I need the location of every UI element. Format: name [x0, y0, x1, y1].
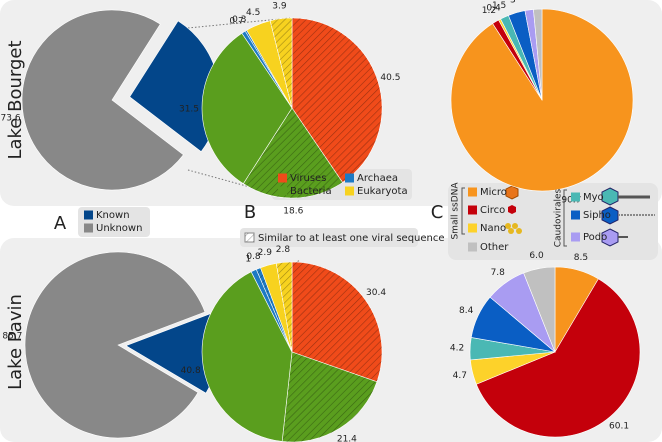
phage-icon	[601, 187, 619, 206]
value-label: 18.6	[283, 206, 303, 216]
value-label: 0.4	[486, 3, 501, 13]
panel-label: C	[431, 202, 444, 223]
value-label: 0.3	[232, 15, 246, 25]
zoom-line	[187, 17, 291, 29]
legend-label: Circo	[480, 205, 505, 216]
panel-label: A	[54, 213, 67, 234]
hatch-overlay	[243, 108, 343, 199]
virus-icon	[505, 223, 511, 229]
value-label: 8.5	[574, 253, 588, 263]
legend-box	[240, 228, 418, 247]
legend-label: Known	[96, 210, 130, 221]
pie-slice	[475, 278, 641, 438]
legend-swatch	[468, 205, 477, 215]
pie-slice	[201, 32, 293, 185]
legend-label: Sipho	[583, 210, 611, 221]
value-label: 85.7	[2, 331, 22, 341]
legend-swatch	[84, 210, 93, 220]
legend-label: Myo	[583, 192, 604, 203]
legend-swatch	[468, 223, 477, 233]
row-label: Lake Pavin	[5, 294, 26, 390]
virus-icon	[516, 228, 522, 234]
hatch-overlay	[276, 262, 292, 352]
virus-icon	[508, 205, 516, 214]
value-label: 60.1	[609, 422, 629, 432]
value-label: 1.5	[492, 1, 506, 11]
bracket	[563, 189, 567, 247]
pie-slice	[24, 251, 206, 439]
value-label: 4.5	[246, 8, 260, 18]
legend-label: Archaea	[357, 173, 398, 184]
legend-label: Other	[480, 242, 509, 253]
value-label: 8.4	[459, 306, 474, 316]
hatch-overlay	[256, 267, 292, 352]
hatch-overlay	[292, 262, 382, 382]
legend-swatch	[571, 232, 580, 242]
value-label: 4.2	[450, 344, 464, 354]
value-label: 0.8	[246, 252, 261, 262]
legend-group: Small ssDNA	[451, 182, 461, 240]
legend-label: Podo	[583, 232, 607, 243]
value-label: 1.5	[530, 0, 544, 2]
legend-label: Unknown	[96, 223, 142, 234]
value-label: 7.8	[491, 268, 506, 278]
virus-icon	[512, 223, 518, 229]
legend-box	[78, 207, 150, 237]
legend-swatch	[278, 173, 287, 183]
hatch-overlay	[245, 30, 292, 108]
legend-label: Nano	[480, 223, 506, 234]
value-label: 40.5	[380, 73, 400, 83]
legend-swatch	[468, 187, 477, 197]
bracket	[461, 187, 465, 235]
legend-group: Caudovirales	[554, 188, 564, 247]
value-label: 6.0	[529, 251, 544, 261]
legend-label: Bacteria	[290, 186, 332, 197]
virus-icon	[508, 228, 514, 234]
hatch-overlay	[270, 18, 292, 108]
value-label: 0.7	[229, 17, 243, 27]
value-label: 40.8	[181, 366, 201, 376]
legend-swatch	[345, 186, 354, 196]
legend-swatch	[278, 186, 287, 196]
virus-icon	[505, 185, 519, 200]
hatch-overlay	[282, 352, 377, 442]
legend-swatch	[571, 192, 580, 202]
pie-slice	[201, 271, 293, 442]
value-label: 21.4	[337, 435, 357, 442]
legend-label: Eukaryota	[357, 186, 408, 197]
value-label: 2.8	[276, 245, 291, 255]
value-label: 1.2	[482, 6, 496, 16]
pie-slice	[533, 8, 543, 101]
row-label: Lake Bourget	[5, 40, 26, 159]
pie-slice	[21, 9, 184, 191]
value-label: 3.9	[272, 1, 287, 11]
legend-label: Viruses	[290, 173, 326, 184]
legend-swatch	[468, 242, 477, 252]
legend-label: Micro	[480, 187, 507, 198]
legend-swatch	[345, 173, 354, 183]
pie-slice	[523, 266, 556, 353]
legend-swatch	[571, 210, 580, 220]
value-label: 4.7	[453, 371, 467, 381]
panel-label: B	[244, 202, 256, 223]
legend-label: Similar to at least one viral sequence	[258, 233, 445, 244]
phage-icon	[601, 228, 619, 247]
value-label: 1.5	[520, 0, 534, 3]
value-label: 30.4	[366, 288, 386, 298]
value-label: 31.5	[179, 104, 199, 114]
value-label: 1	[245, 254, 251, 264]
value-label: 3	[510, 0, 516, 6]
hatch-swatch	[245, 233, 254, 242]
phage-icon	[601, 206, 619, 225]
value-label: 2.9	[258, 248, 273, 258]
hatch-overlay	[292, 18, 383, 183]
value-label: 73.6	[1, 113, 21, 123]
legend-swatch	[84, 223, 93, 233]
